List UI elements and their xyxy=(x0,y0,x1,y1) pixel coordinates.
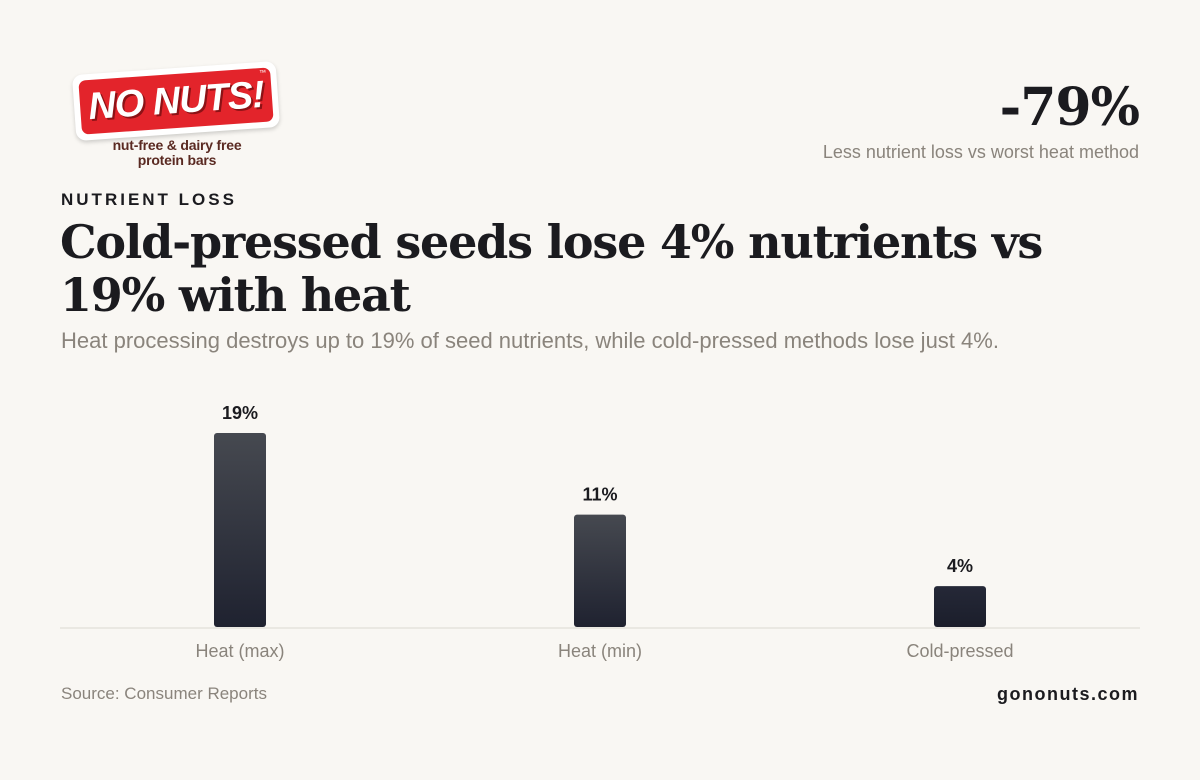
bar-value-label: 4% xyxy=(947,556,973,576)
site-url[interactable]: gononuts.com xyxy=(997,684,1139,704)
page-subtitle: Heat processing destroys up to 19% of se… xyxy=(61,328,999,353)
kpi-value: -79% xyxy=(999,77,1140,138)
logo-tagline-line1: nut-free & dairy free xyxy=(112,137,242,153)
bar-heat-max xyxy=(214,433,266,627)
source-note: Source: Consumer Reports xyxy=(61,684,267,703)
category-label: Heat (max) xyxy=(195,641,284,661)
brand-logo: NO NUTS! ™ nut-free & dairy free protein… xyxy=(70,60,284,172)
page-title: Cold-pressed seeds lose 4% nutrients vs … xyxy=(60,215,1043,322)
bar-value-label: 11% xyxy=(582,485,617,505)
bar-heat-min xyxy=(574,514,626,627)
logo-tagline-line2: protein bars xyxy=(137,152,217,168)
eyebrow-label: NUTRIENT LOSS xyxy=(61,190,237,209)
category-label: Heat (min) xyxy=(558,641,642,661)
kpi-label: Less nutrient loss vs worst heat method xyxy=(822,142,1139,162)
bar-value-label: 19% xyxy=(222,403,258,423)
logo-tagline: nut-free & dairy free protein bars xyxy=(70,138,284,168)
kpi-block: -79% Less nutrient loss vs worst heat me… xyxy=(822,77,1140,163)
category-label: Cold-pressed xyxy=(906,641,1013,661)
bar-cold-pressed xyxy=(934,586,986,627)
